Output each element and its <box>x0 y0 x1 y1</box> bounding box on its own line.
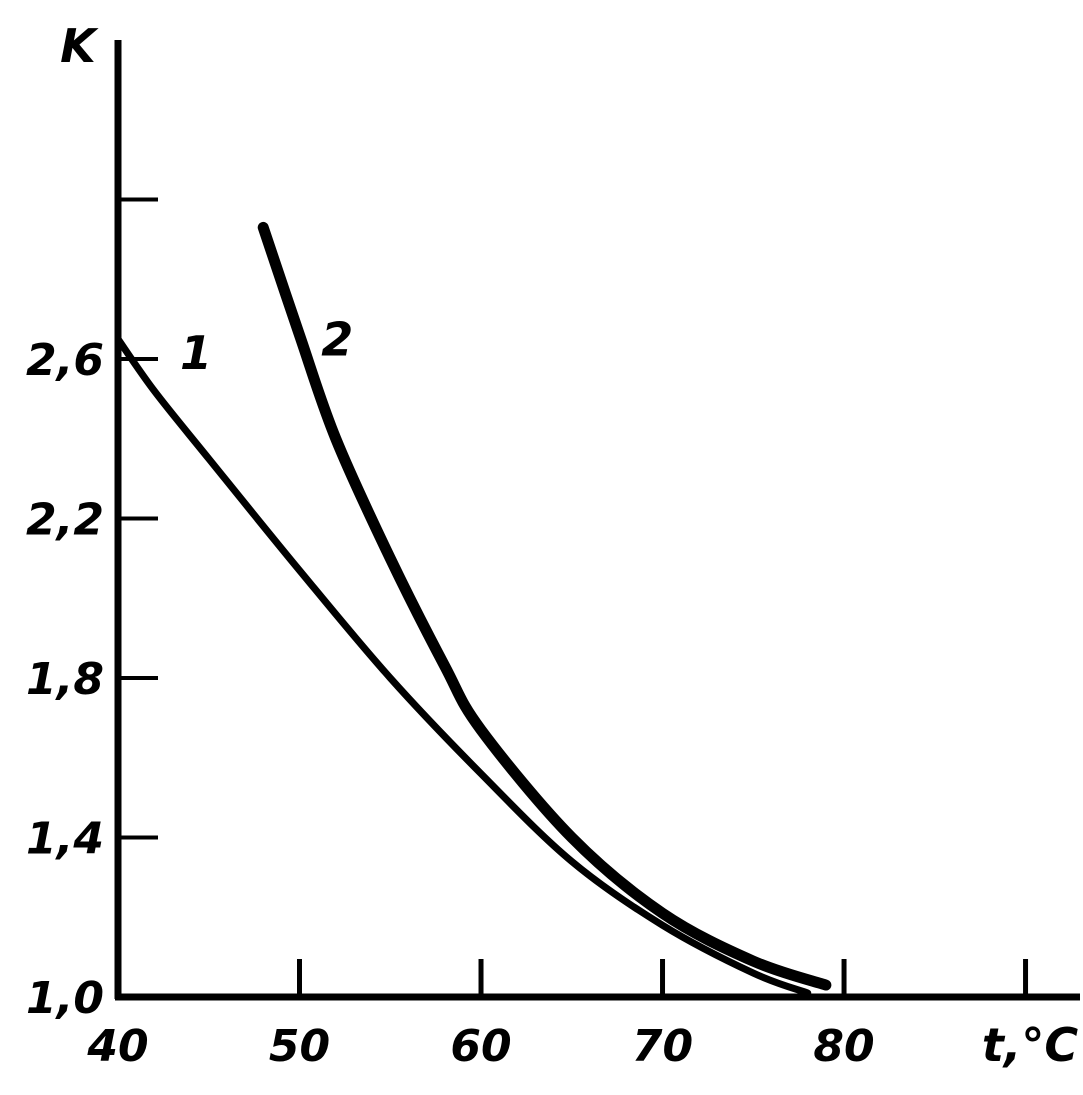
y-tick-label: 1,0 <box>26 973 104 1024</box>
series-group <box>114 221 832 997</box>
series-label-1: 1 <box>180 326 212 380</box>
x-tick-label: 60 <box>450 1021 511 1072</box>
series-label-2: 2 <box>321 312 353 366</box>
x-tick-label: 40 <box>86 1021 148 1072</box>
y-tick-label: 1,4 <box>26 814 104 865</box>
labels: 1,0 1,4 1,8 2,2 2,6 40 50 60 70 80 Kt,°C 1 2 <box>26 19 1078 1072</box>
x-tick-label: 80 <box>813 1021 874 1072</box>
series-line-1 <box>114 335 812 997</box>
x-tick-label: 50 <box>269 1021 330 1072</box>
series-line-2 <box>257 221 832 991</box>
y-tick-label: 1,8 <box>26 654 104 705</box>
y-tick-label: 2,2 <box>26 495 104 546</box>
x-axis-label: t,°C <box>982 1018 1078 1072</box>
ticks <box>118 197 1029 997</box>
x-tick-label: 70 <box>632 1021 693 1072</box>
y-axis-label: K <box>60 19 99 73</box>
y-tick-label: 2,6 <box>26 335 104 386</box>
